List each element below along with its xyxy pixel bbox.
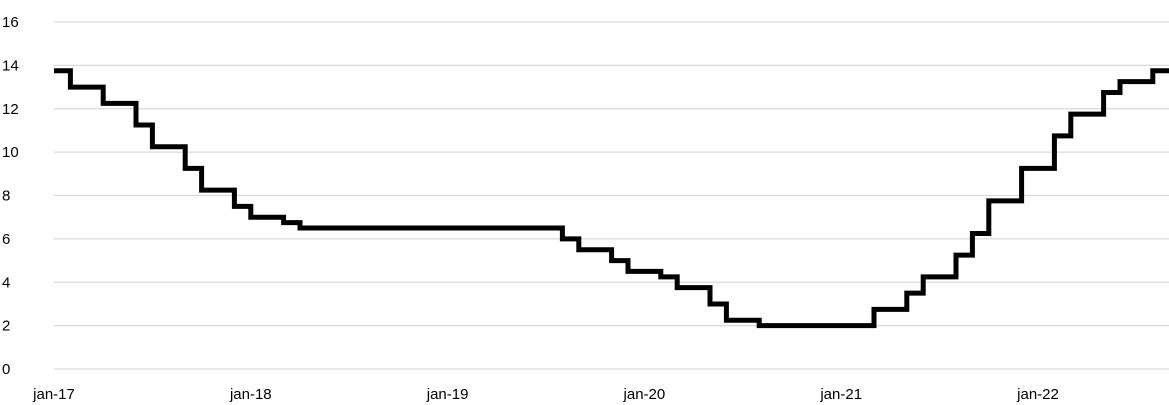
x-axis-tick-labels: jan-17 jan-18 jan-19 jan-20 jan-21 jan-22 <box>32 386 1059 403</box>
y-tick-label: 12 <box>2 101 19 118</box>
y-tick-label: 10 <box>2 144 19 161</box>
x-tick-label: jan-21 <box>819 386 862 403</box>
gridlines <box>54 21 1169 370</box>
series-layer <box>54 68 1169 329</box>
y-tick-label: 4 <box>2 274 10 291</box>
x-tick-label: jan-17 <box>32 386 75 403</box>
y-tick-label: 2 <box>2 318 10 335</box>
y-axis-tick-labels: 0 2 4 6 8 10 12 14 16 <box>2 14 19 378</box>
series-line-0 <box>54 68 1169 329</box>
y-tick-label: 0 <box>2 361 10 378</box>
x-tick-label: jan-20 <box>623 386 666 403</box>
y-tick-label: 16 <box>2 14 19 31</box>
y-tick-label: 8 <box>2 188 10 205</box>
y-tick-label: 14 <box>2 57 19 74</box>
x-tick-label: jan-19 <box>426 386 469 403</box>
x-tick-label: jan-18 <box>229 386 272 403</box>
x-tick-label: jan-22 <box>1016 386 1059 403</box>
y-tick-label: 6 <box>2 231 10 248</box>
